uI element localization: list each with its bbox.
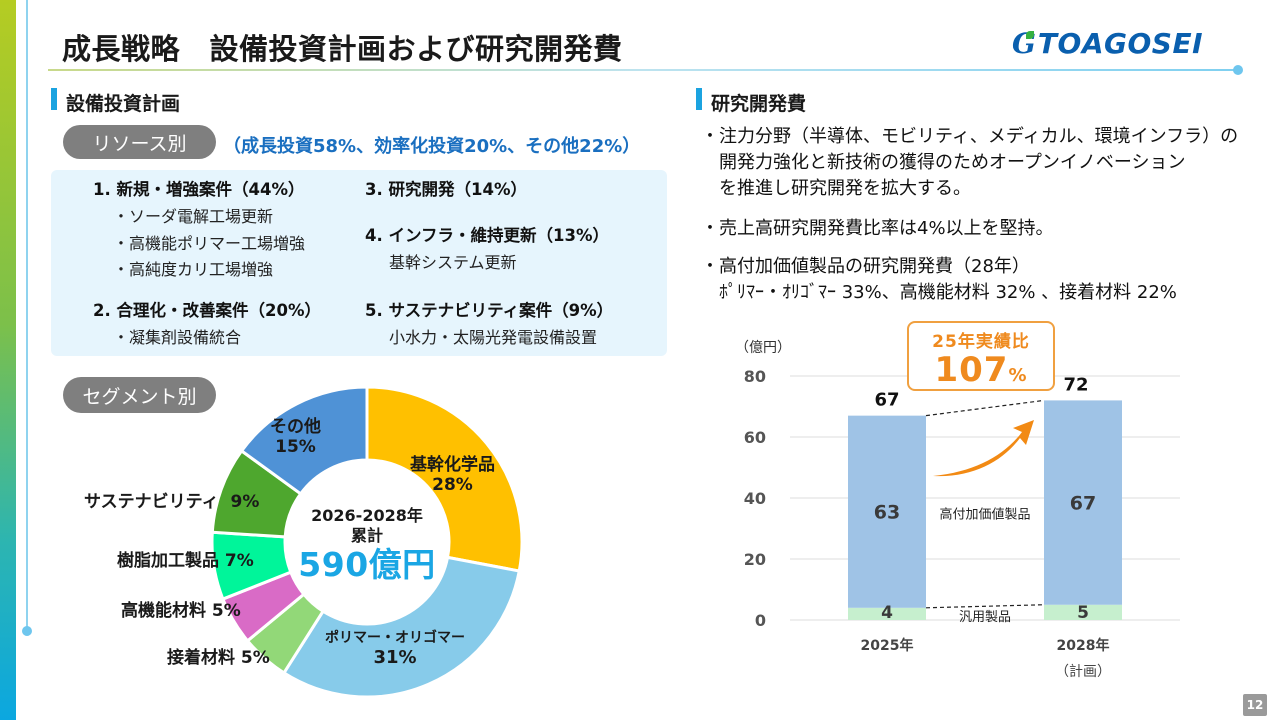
- logo-mark-icon: G: [1012, 27, 1036, 60]
- resource-summary: （成長投資58%、効率化投資20%、その他22%）: [223, 136, 641, 157]
- resource-item-1-head: 1. 新規・増強案件（44%）: [93, 180, 305, 199]
- bar-total-label: 72: [1063, 374, 1088, 395]
- company-logo: G TOAGOSEI: [1012, 27, 1203, 60]
- resource-item-1-sub: ・ソーダ電解工場更新: [113, 207, 274, 226]
- section-title-capex: 設備投資計画: [66, 93, 181, 115]
- total-connector-line: [925, 399, 1045, 417]
- bar-segment-high-value: [1044, 400, 1122, 605]
- donut-center-amount: 590億円: [298, 545, 436, 584]
- resource-item-4-sub: 基幹システム更新: [389, 253, 517, 272]
- bar-segment-high-value: [848, 415, 926, 608]
- donut-label-performance-materials: 高機能材料 5%: [121, 601, 241, 621]
- page-number: 12: [1243, 694, 1267, 716]
- series-label-high-value: 高付加価値製品: [939, 507, 1030, 523]
- donut-center-total: 2026-2028年 累計 590億円: [287, 506, 447, 584]
- resource-pill: リソース別: [63, 125, 216, 159]
- side-guide-line: [26, 0, 28, 632]
- y-tick-label: 60: [744, 428, 766, 447]
- resource-item-3-head: 3. 研究開発（14%）: [365, 180, 527, 199]
- growth-callout: 25年実績比 107%: [907, 321, 1055, 391]
- rd-bullet-1: ・注力分野（半導体、モビリティ、メディカル、環境インフラ）の 開発力強化と新技術…: [701, 126, 1239, 199]
- general-connector-line: [925, 604, 1045, 609]
- bar-value-high-value: 67: [1070, 493, 1096, 515]
- bar-value-general: 5: [1077, 603, 1089, 623]
- bar-total-label: 67: [874, 390, 899, 411]
- growth-arrow-icon: [933, 420, 1034, 477]
- callout-value: 107%: [934, 350, 1028, 390]
- donut-label-adhesives: 接着材料 5%: [167, 648, 270, 668]
- section-marker-rd: [696, 88, 702, 110]
- y-axis-unit-label: （億円）: [735, 340, 791, 356]
- bar-value-general: 4: [881, 603, 893, 623]
- x-category-label: 2025年: [861, 637, 914, 654]
- donut-label-basic-chemicals: 基幹化学品 28%: [410, 455, 495, 496]
- logo-text: TOAGOSEI: [1037, 27, 1203, 60]
- donut-label-sustainability: サステナビリティ 9%: [84, 492, 260, 512]
- bar-value-high-value: 63: [874, 502, 900, 524]
- resource-item-2-head: 2. 合理化・改善案件（20%）: [93, 301, 321, 320]
- donut-label-other: その他 15%: [270, 417, 321, 458]
- segment-pill: セグメント別: [63, 377, 216, 413]
- donut-center-caption: 累計: [350, 526, 383, 545]
- y-tick-label: 20: [744, 550, 766, 569]
- resource-breakdown-box: [51, 170, 667, 356]
- donut-label-polymer-oligomer: ポリマー・オリゴマー 31%: [325, 630, 465, 668]
- section-title-rd: 研究開発費: [711, 93, 807, 115]
- x-category-sublabel: （計画）: [1055, 664, 1111, 680]
- resource-item-2-sub: ・凝集剤設備統合: [113, 328, 242, 347]
- y-tick-label: 80: [744, 367, 766, 386]
- resource-item-5-head: 5. サステナビリティ案件（9%）: [365, 301, 614, 320]
- title-divider-dot: [1233, 65, 1243, 75]
- donut-label-resin-products: 樹脂加工製品 7%: [117, 551, 254, 571]
- page-title: 成長戦略 設備投資計画および研究開発費: [62, 32, 623, 66]
- resource-item-1-sub: ・高機能ポリマー工場増強: [113, 234, 306, 253]
- y-tick-label: 0: [755, 611, 766, 630]
- title-divider: [48, 69, 1238, 71]
- side-guide-dot: [22, 626, 32, 636]
- callout-caption: 25年実績比: [932, 332, 1030, 352]
- series-label-general: 汎用製品: [959, 610, 1011, 625]
- donut-center-period: 2026-2028年: [311, 506, 423, 525]
- x-category-label: 2028年: [1057, 637, 1110, 654]
- y-tick-label: 40: [744, 489, 766, 508]
- bar-segment-general: [1044, 604, 1122, 620]
- resource-item-5-sub: 小水力・太陽光発電設備設置: [389, 328, 598, 347]
- resource-item-1-sub: ・高純度カリ工場増強: [113, 260, 274, 279]
- resource-item-4-head: 4. インフラ・維持更新（13%）: [365, 226, 609, 245]
- rd-bullet-2: ・売上高研究開発費比率は4%以上を堅持。: [701, 218, 1054, 239]
- side-accent-bar: [0, 0, 16, 720]
- section-marker-capex: [51, 88, 57, 110]
- bar-segment-general: [848, 607, 926, 620]
- rd-bullet-3: ・高付加価値製品の研究開発費（28年） ﾎﾟﾘﾏｰ・ｵﾘｺﾞﾏｰ 33%、高機能…: [701, 256, 1177, 303]
